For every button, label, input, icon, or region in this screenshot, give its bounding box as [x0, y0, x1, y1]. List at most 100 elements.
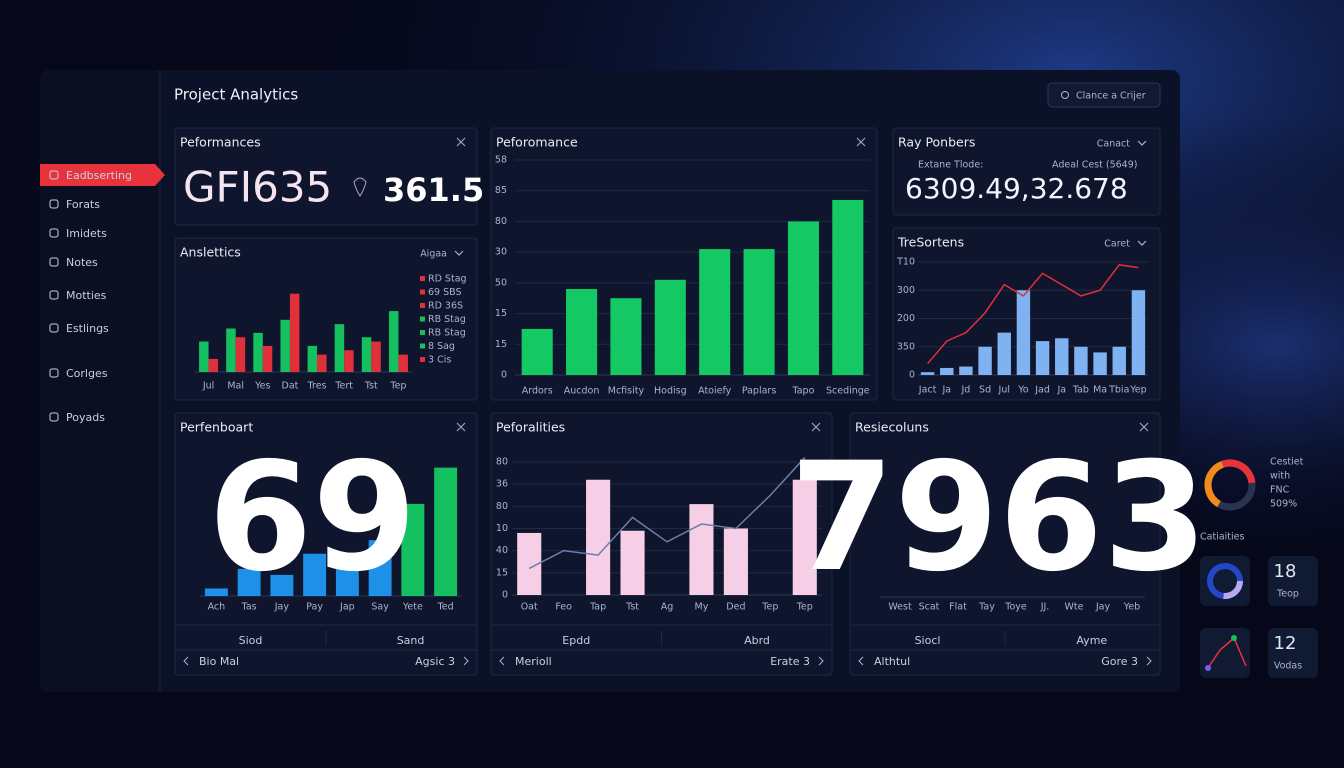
bar — [1055, 338, 1069, 375]
x-tick-label: Scedinge — [826, 386, 870, 397]
legend-label: RB Stag — [428, 328, 466, 339]
chevron[interactable] — [1137, 240, 1147, 246]
x-tick-label: Tab — [1072, 385, 1089, 396]
legend-swatch — [420, 316, 425, 322]
header-button-label[interactable]: Clance a Crijer — [1076, 91, 1146, 102]
x-tick-label: Jay — [274, 602, 290, 613]
y-tick-label: 40 — [496, 545, 508, 556]
nav-item[interactable]: Corlges — [66, 367, 108, 380]
chevron[interactable] — [1137, 140, 1147, 146]
nav-item[interactable]: Eadbserting — [66, 169, 132, 182]
next-arrow[interactable] — [1146, 656, 1152, 666]
tile[interactable] — [1268, 556, 1318, 606]
bar — [204, 588, 228, 596]
bar — [235, 337, 246, 372]
y-tick-label: 0 — [501, 370, 507, 381]
y-tick-label: 50 — [495, 277, 507, 288]
bar — [434, 467, 458, 596]
dropdown[interactable]: Aigaa — [420, 249, 447, 260]
nav-label[interactable]: Agsic 3 — [415, 655, 455, 668]
nav-item[interactable]: Imidets — [66, 227, 107, 240]
tile[interactable] — [1200, 628, 1250, 678]
close-icon[interactable] — [456, 422, 466, 432]
sidebar — [40, 70, 160, 692]
x-tick-label: Aucdon — [564, 386, 600, 397]
x-tick-label: Tep — [761, 602, 778, 613]
nav-item[interactable]: Poyads — [66, 411, 105, 424]
bar — [237, 568, 261, 596]
x-tick-label: Ardors — [522, 386, 553, 397]
bar — [1093, 352, 1107, 375]
footer-label: Abrd — [744, 634, 770, 647]
close-icon[interactable] — [456, 137, 466, 147]
x-tick-label: Jad — [1034, 385, 1050, 396]
bar — [1016, 290, 1031, 375]
bar — [289, 293, 300, 372]
y-tick-label: 15 — [496, 567, 508, 578]
bar — [368, 540, 392, 596]
x-tick-label: Tst — [364, 381, 378, 392]
nav-label[interactable]: Gore 3 — [1101, 655, 1138, 668]
bar — [361, 337, 372, 372]
x-tick-label: Tst — [625, 602, 639, 613]
bar — [566, 289, 598, 375]
kpi-icon — [353, 177, 367, 197]
legend-swatch — [420, 330, 425, 335]
close-icon[interactable] — [1139, 422, 1149, 432]
dropdown[interactable]: Canact — [1097, 139, 1131, 150]
x-tick-label: Yeb — [1123, 602, 1140, 613]
tile-sparkline — [1207, 636, 1247, 669]
next-arrow[interactable] — [463, 656, 469, 666]
x-tick-label: Sd — [979, 385, 991, 396]
bar — [270, 574, 294, 596]
bar — [699, 249, 731, 375]
prev-arrow[interactable] — [858, 656, 864, 666]
x-tick-label: Yete — [402, 602, 423, 613]
dropdown[interactable]: Caret — [1104, 239, 1130, 250]
x-tick-label: Yep — [1129, 385, 1146, 396]
prev-arrow[interactable] — [499, 656, 505, 666]
panel-title: Peforomance — [496, 135, 578, 150]
y-tick-label: 85 — [495, 185, 507, 196]
prev-arrow[interactable] — [183, 656, 189, 666]
nav-label[interactable]: Bio Mal — [199, 655, 239, 668]
y-tick-label: T10 — [896, 257, 915, 268]
x-tick-label: Tay — [978, 602, 995, 613]
nav-item[interactable]: Forats — [66, 198, 100, 211]
bar — [262, 345, 273, 372]
bar — [940, 367, 954, 375]
bar — [586, 479, 611, 595]
tile-value: 12 — [1274, 633, 1297, 654]
y-tick-label: 350 — [897, 341, 915, 352]
bar — [307, 345, 318, 372]
bar — [388, 311, 399, 372]
close-icon[interactable] — [856, 137, 866, 147]
bar — [253, 332, 263, 372]
bar — [1074, 346, 1088, 375]
close-icon[interactable] — [811, 422, 821, 432]
nav-label[interactable]: Althtul — [874, 655, 910, 668]
panel-title: TreSortens — [897, 235, 964, 250]
x-tick-label: Tep — [389, 381, 406, 392]
nav-item[interactable]: Estlings — [66, 322, 109, 335]
panel-title: Anslettics — [180, 245, 241, 260]
bar — [978, 346, 992, 375]
header-button[interactable] — [1047, 82, 1161, 108]
x-tick-label: Ma — [1093, 385, 1107, 396]
nav-item[interactable]: Notes — [66, 256, 98, 269]
y-tick-label: 80 — [496, 501, 508, 512]
chevron[interactable] — [454, 250, 464, 256]
nav-item[interactable]: Motties — [66, 289, 107, 302]
nav-label[interactable]: Merioll — [515, 655, 552, 668]
nav-label[interactable]: Erate 3 — [770, 655, 810, 668]
active-item — [40, 164, 165, 186]
x-tick-label: Jay — [1095, 602, 1111, 613]
next-arrow[interactable] — [818, 656, 824, 666]
page-title: Project Analytics — [174, 86, 298, 104]
x-tick-label: Jul — [998, 385, 1010, 396]
gauge-label: 509% — [1270, 499, 1297, 510]
legend-label: RD Stag — [428, 274, 467, 285]
tile[interactable] — [1268, 628, 1318, 678]
panel — [174, 412, 478, 676]
